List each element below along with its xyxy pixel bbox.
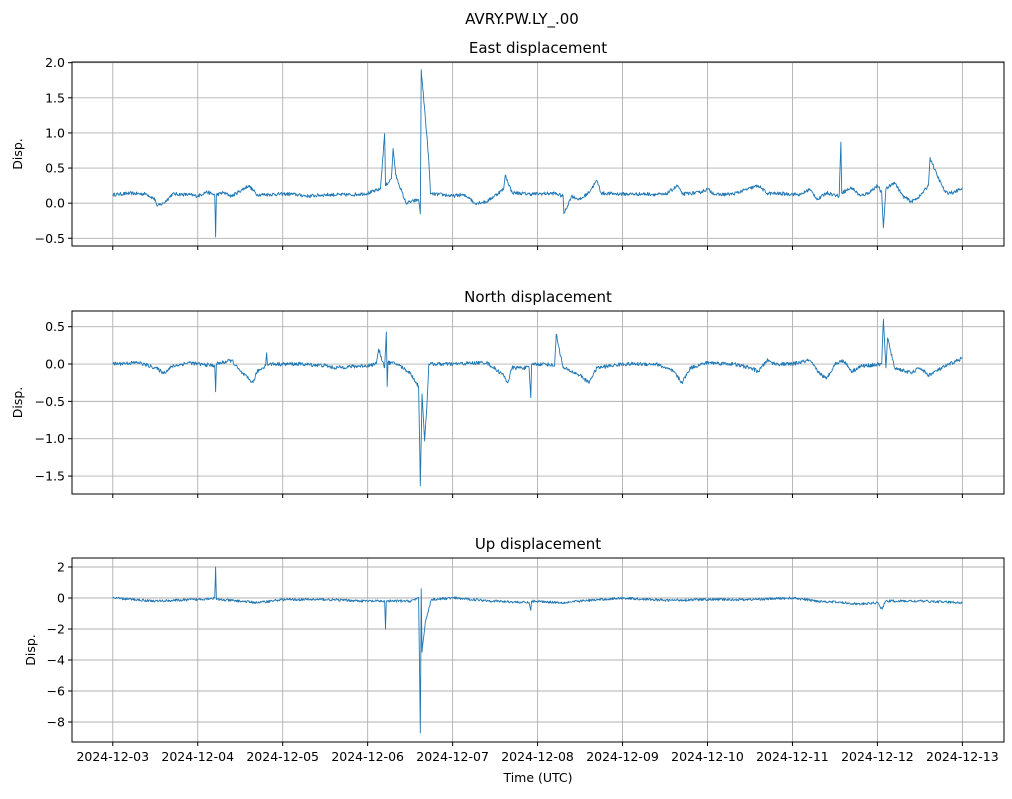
- y-tick-label: 0.0: [45, 196, 65, 211]
- x-tick-label: 2024-12-07: [416, 749, 489, 764]
- y-tick-label: −8: [47, 715, 65, 730]
- x-axis-label: Time (UTC): [502, 770, 572, 785]
- x-tick-label: 2024-12-03: [76, 749, 149, 764]
- y-axis-label: Disp.: [10, 387, 25, 419]
- x-tick-label: 2024-12-06: [331, 749, 404, 764]
- y-tick-label: 1.0: [45, 125, 65, 140]
- x-tick-label: 2024-12-04: [161, 749, 234, 764]
- y-tick-label: −0.5: [35, 394, 65, 409]
- figure-title: AVRY.PW.LY_.00: [465, 10, 579, 29]
- panel-title: North displacement: [464, 288, 612, 306]
- y-tick-label: 0: [57, 590, 65, 605]
- y-tick-label: 2.0: [45, 55, 65, 70]
- y-tick-label: −1.0: [35, 431, 65, 446]
- y-tick-label: −1.5: [35, 469, 65, 484]
- panel-north: North displacement 0.5 0.0 −0.5 −1.0 −1.5 Disp…: [10, 288, 1005, 498]
- displacement-series-line: [112, 318, 963, 487]
- x-tick-label: 2024-12-08: [501, 749, 574, 764]
- panel-title: Up displacement: [475, 535, 601, 553]
- x-tick-label: 2024-12-13: [926, 749, 999, 764]
- x-tick-label: 2024-12-11: [756, 749, 829, 764]
- axes-frame: [71, 61, 1005, 247]
- panel-title: East displacement: [469, 39, 607, 57]
- y-tick-label: −6: [47, 684, 65, 699]
- y-tick-label: −2: [47, 621, 65, 636]
- y-tick-label: 0.0: [45, 357, 65, 372]
- y-axis-label: Disp.: [10, 138, 25, 170]
- displacement-series-line: [112, 566, 963, 734]
- x-tick-label: 2024-12-10: [671, 749, 744, 764]
- panel-east: East displacement 2.0 1.5 1.0 0.5 0.0 −0.5 Disp…: [10, 39, 1005, 250]
- y-tick-label: −0.5: [35, 231, 65, 246]
- axes-frame: [71, 557, 1005, 743]
- y-tick-label: −4: [47, 652, 65, 667]
- y-tick-label: 1.5: [45, 90, 65, 105]
- x-tick-label: 2024-12-12: [841, 749, 914, 764]
- y-axis-label: Disp.: [23, 634, 38, 666]
- y-tick-label: 2: [57, 559, 65, 574]
- panel-up: Up displacement 2024-12-03 2024-12-04 2024-…: [23, 535, 1005, 764]
- displacement-series-line: [112, 69, 963, 238]
- y-tick-label: 0.5: [45, 161, 65, 176]
- x-tick-label: 2024-12-05: [246, 749, 319, 764]
- axes-frame: [71, 310, 1005, 495]
- y-tick-label: 0.5: [45, 319, 65, 334]
- x-tick-label: 2024-12-09: [586, 749, 659, 764]
